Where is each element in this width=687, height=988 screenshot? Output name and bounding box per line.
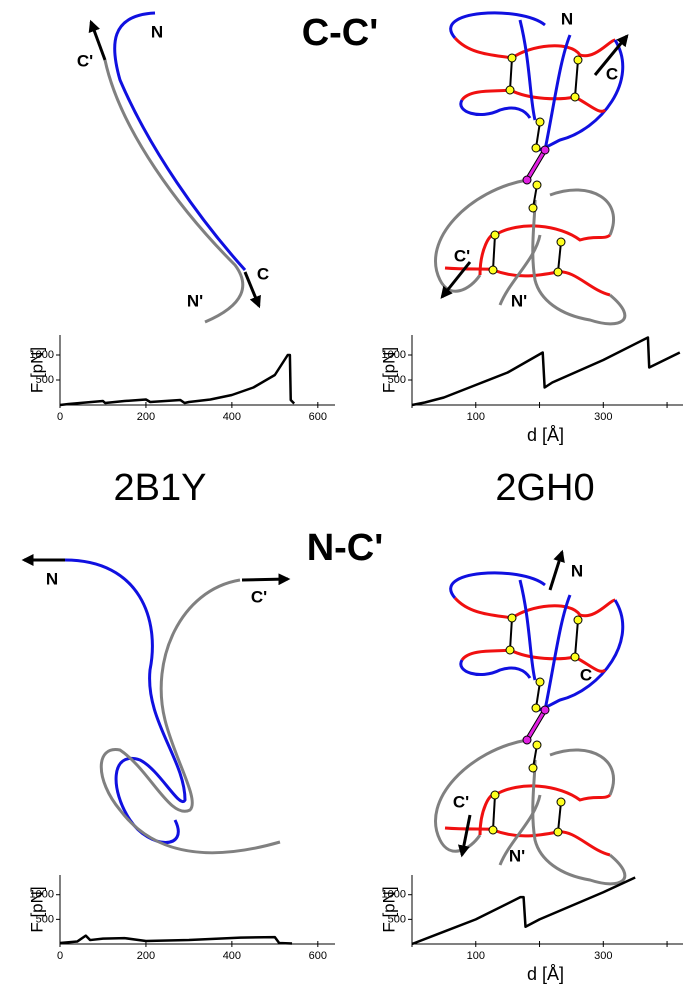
row-title: N-C' — [307, 527, 384, 569]
x-tick-label: 200 — [137, 950, 155, 962]
x-tick-label: 0 — [57, 950, 63, 962]
x-tick-label: 300 — [594, 950, 612, 962]
diagram-label: N — [561, 9, 573, 28]
x-tick-label: 300 — [594, 411, 612, 423]
y-axis-label: F [pN] — [27, 347, 46, 393]
data-line — [412, 877, 635, 944]
diagram-label: N' — [187, 291, 203, 310]
diagram-label: C' — [251, 587, 267, 606]
x-axis-label: d [Å] — [527, 964, 564, 984]
figure: C-C' N-C' 2B1Y 2GH0 N C' C N' N C C' N' N C' N C C' N… — [0, 0, 687, 988]
diagram-label: C' — [453, 792, 469, 811]
diagram-label: N — [151, 22, 163, 41]
diagram — [24, 560, 288, 853]
diagram-label: C' — [454, 246, 470, 265]
x-tick-label: 600 — [309, 411, 327, 423]
diagram-label: C — [257, 264, 269, 283]
diagram-label: C — [580, 665, 592, 684]
diagram — [436, 13, 627, 324]
protein-label: 2GH0 — [495, 467, 594, 509]
y-axis-label: F [pN] — [379, 347, 398, 393]
diagram — [91, 13, 259, 322]
diagram-label: N — [46, 569, 58, 588]
diagram-label: C' — [77, 51, 93, 70]
diagram — [436, 552, 625, 884]
x-tick-label: 100 — [467, 411, 485, 423]
x-axis-label: d [Å] — [527, 425, 564, 445]
diagram-label: N' — [509, 846, 525, 865]
diagram-label: N — [571, 561, 583, 580]
x-tick-label: 100 — [467, 950, 485, 962]
x-tick-label: 200 — [137, 411, 155, 423]
protein-label: 2B1Y — [114, 467, 207, 509]
y-axis-label: F [pN] — [379, 886, 398, 932]
x-tick-label: 600 — [309, 950, 327, 962]
data-line — [412, 338, 680, 406]
diagram-label: C — [606, 64, 618, 83]
diagram-label: N' — [511, 291, 527, 310]
y-axis-label: F [pN] — [27, 886, 46, 932]
data-line — [60, 936, 292, 944]
row-title: C-C' — [302, 12, 379, 54]
data-line — [60, 355, 294, 405]
x-tick-label: 400 — [223, 950, 241, 962]
x-tick-label: 0 — [57, 411, 63, 423]
x-tick-label: 400 — [223, 411, 241, 423]
